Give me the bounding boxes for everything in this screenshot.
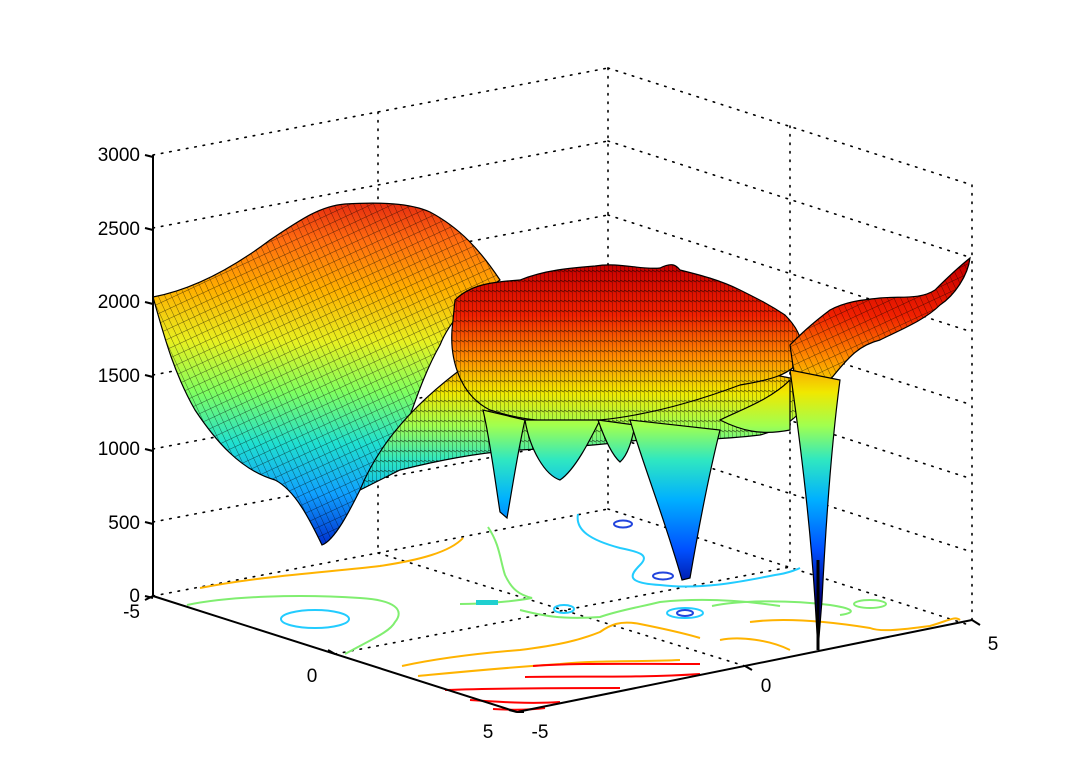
z-tick-label: 3000 — [98, 145, 140, 166]
z-tick-label: 500 — [108, 513, 140, 534]
z-tick-label: 1500 — [98, 366, 140, 387]
z-tick-label: 2500 — [98, 219, 140, 240]
z-tick-label: 0 — [129, 586, 140, 607]
floor-tick-label: -5 — [532, 722, 549, 743]
floor-contours — [186, 513, 961, 711]
surface-spikes — [482, 369, 841, 651]
axes-box — [144, 154, 981, 713]
z-tick-label: 2000 — [98, 292, 140, 313]
contour-patch — [476, 600, 498, 605]
right-floor-axis-labels: -5 0 5 — [532, 634, 999, 743]
z-axis-labels: 0 500 1000 1500 2000 2500 3000 — [98, 145, 140, 607]
z-tick-label: 1000 — [98, 439, 140, 460]
left-floor-axis-labels: -5 0 5 — [123, 602, 493, 743]
floor-tick-label: -5 — [123, 602, 140, 623]
floor-tick-label: 5 — [988, 634, 999, 655]
floor-tick-label: 0 — [307, 666, 318, 687]
floor-tick-label: 0 — [761, 676, 772, 697]
surface — [152, 202, 971, 651]
floor-tick-label: 5 — [483, 722, 494, 743]
